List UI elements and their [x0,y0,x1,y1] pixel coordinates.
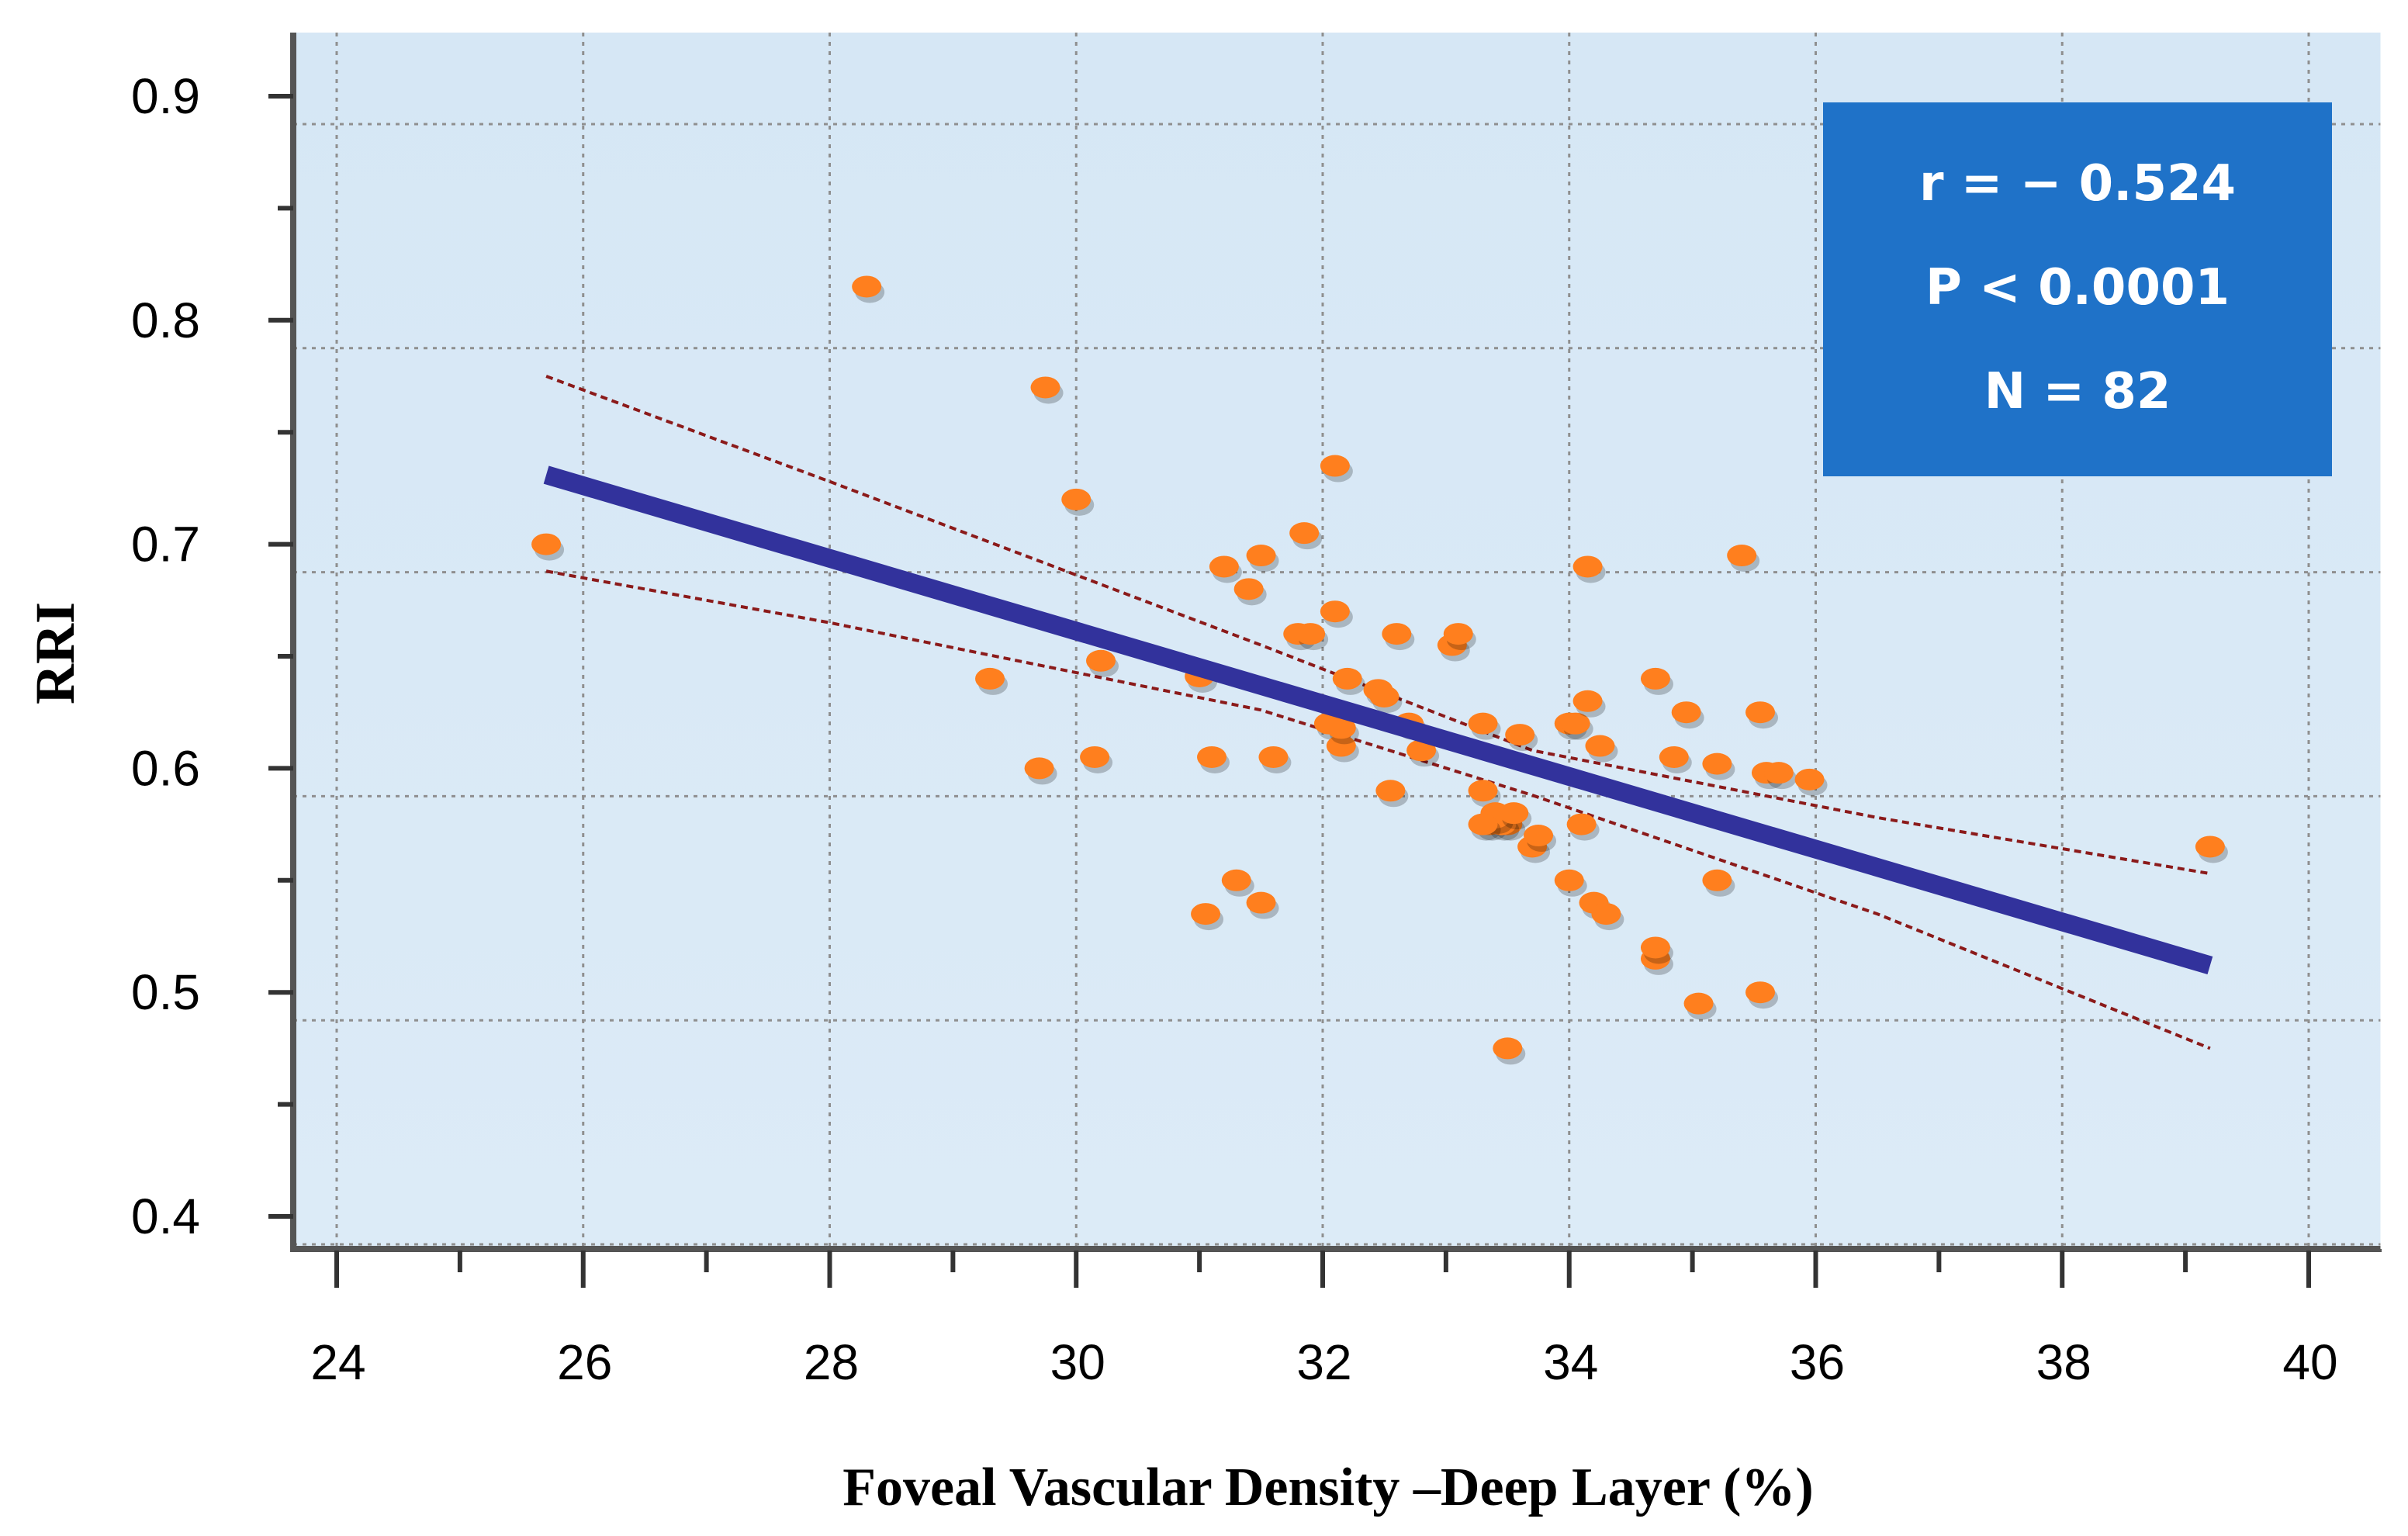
regression-line-group [543,465,2213,975]
data-point [1671,701,1701,724]
data-point [852,275,882,298]
data-point [1443,623,1473,645]
data-point [1493,1037,1523,1060]
data-point [1683,992,1714,1015]
data-point [1246,545,1276,567]
data-point [1560,712,1590,735]
data-point [1745,701,1776,724]
y-axis-title: RRI [24,602,86,704]
stats-p-value: P < 0.0001 [1925,259,2230,317]
data-point [1659,746,1689,768]
data-point [1326,735,1356,757]
confidence-band-lower [545,569,2211,1050]
data-point [1554,869,1584,891]
data-point [1061,488,1092,510]
data-point [1289,522,1320,545]
stats-n-value: N = 82 [1984,363,2171,420]
data-point [1320,455,1350,477]
data-point [1233,578,1264,600]
data-point [1499,802,1529,825]
x-tick-labels: 24 26 28 30 32 34 36 38 40 [310,1334,2337,1390]
y-tick-labels: 0.4 0.5 0.6 0.7 0.8 0.9 [131,68,200,1244]
data-point [1572,690,1603,712]
data-point [531,533,562,555]
stats-r-value: r = − 0.524 [1919,155,2236,213]
data-point [1375,780,1406,802]
data-point [1702,752,1732,775]
stats-box-background [1823,102,2332,476]
data-point [1197,746,1227,768]
data-point [1763,762,1794,784]
data-point [1727,545,1757,567]
data-point [975,667,1005,690]
x-tick-label: 28 [804,1334,859,1390]
y-tick-label: 0.4 [131,1188,200,1244]
data-point [1080,746,1110,768]
stats-box: r = − 0.524 P < 0.0001 N = 82 [1823,102,2332,476]
data-point [1585,735,1615,757]
data-point [1406,739,1437,762]
data-point [1572,555,1603,578]
y-tick-label: 0.5 [131,964,200,1020]
data-point [2195,835,2225,858]
x-tick-label: 32 [1296,1334,1351,1390]
data-point [1794,768,1825,790]
data-point [1320,600,1350,623]
data-point [1468,780,1498,802]
data-point [1505,724,1535,746]
x-tick-label: 30 [1050,1334,1105,1390]
data-point [1566,813,1597,835]
y-tick-label: 0.7 [131,517,200,573]
data-point [1745,981,1776,1004]
data-point [1369,685,1399,707]
y-tick-label: 0.8 [131,292,200,348]
data-point [1024,757,1054,780]
data-point [1221,869,1251,891]
data-point [1468,813,1498,835]
data-points [531,275,2228,1065]
data-point [1209,555,1239,578]
data-point [1326,717,1356,739]
x-tick-label: 38 [2036,1334,2091,1390]
data-point [1468,712,1498,735]
data-point [1640,667,1670,690]
x-axis-title: Foveal Vascular Density –Deep Layer (%) [842,1458,1814,1517]
data-point [1246,891,1276,914]
x-tick-label: 36 [1790,1334,1845,1390]
data-point [1382,623,1412,645]
data-point [1640,936,1670,959]
y-tick-label: 0.9 [131,68,200,124]
data-point [1030,376,1060,399]
y-tick-label: 0.6 [131,740,200,796]
x-tick-label: 24 [310,1334,365,1390]
x-tick-label: 40 [2282,1334,2337,1390]
data-point [1702,869,1732,891]
regression-line [543,465,2213,975]
data-point [1296,623,1326,645]
data-point [1591,903,1621,925]
data-point [1191,903,1221,925]
axes [268,33,2383,1288]
data-point [1332,667,1362,690]
data-point [1086,649,1116,672]
data-point [1258,746,1289,768]
data-point [1524,825,1554,847]
x-tick-label: 34 [1543,1334,1598,1390]
x-tick-label: 26 [557,1334,612,1390]
